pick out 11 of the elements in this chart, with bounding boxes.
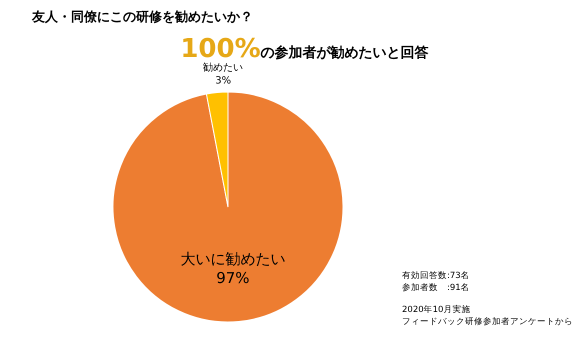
text: 有効回答数:73名 bbox=[402, 270, 471, 282]
chart-subtitle: 100%の参加者が勧めたいと回答 bbox=[179, 34, 430, 64]
text: 参加者数 :91名 bbox=[402, 282, 471, 294]
pie-slice bbox=[112, 92, 344, 322]
slice-label: 勧めたい bbox=[203, 62, 244, 74]
slice-label: 大いに勧めたい bbox=[180, 250, 286, 268]
text: フィードバック研修参加者アンケートから bbox=[402, 316, 573, 328]
data-label: 3% bbox=[215, 76, 232, 87]
chart-title: 友人・同僚にこの研修を勧めたいか？ bbox=[32, 9, 253, 26]
data-label: 97% bbox=[216, 268, 250, 287]
text: 2020年10月実施 bbox=[402, 304, 472, 316]
